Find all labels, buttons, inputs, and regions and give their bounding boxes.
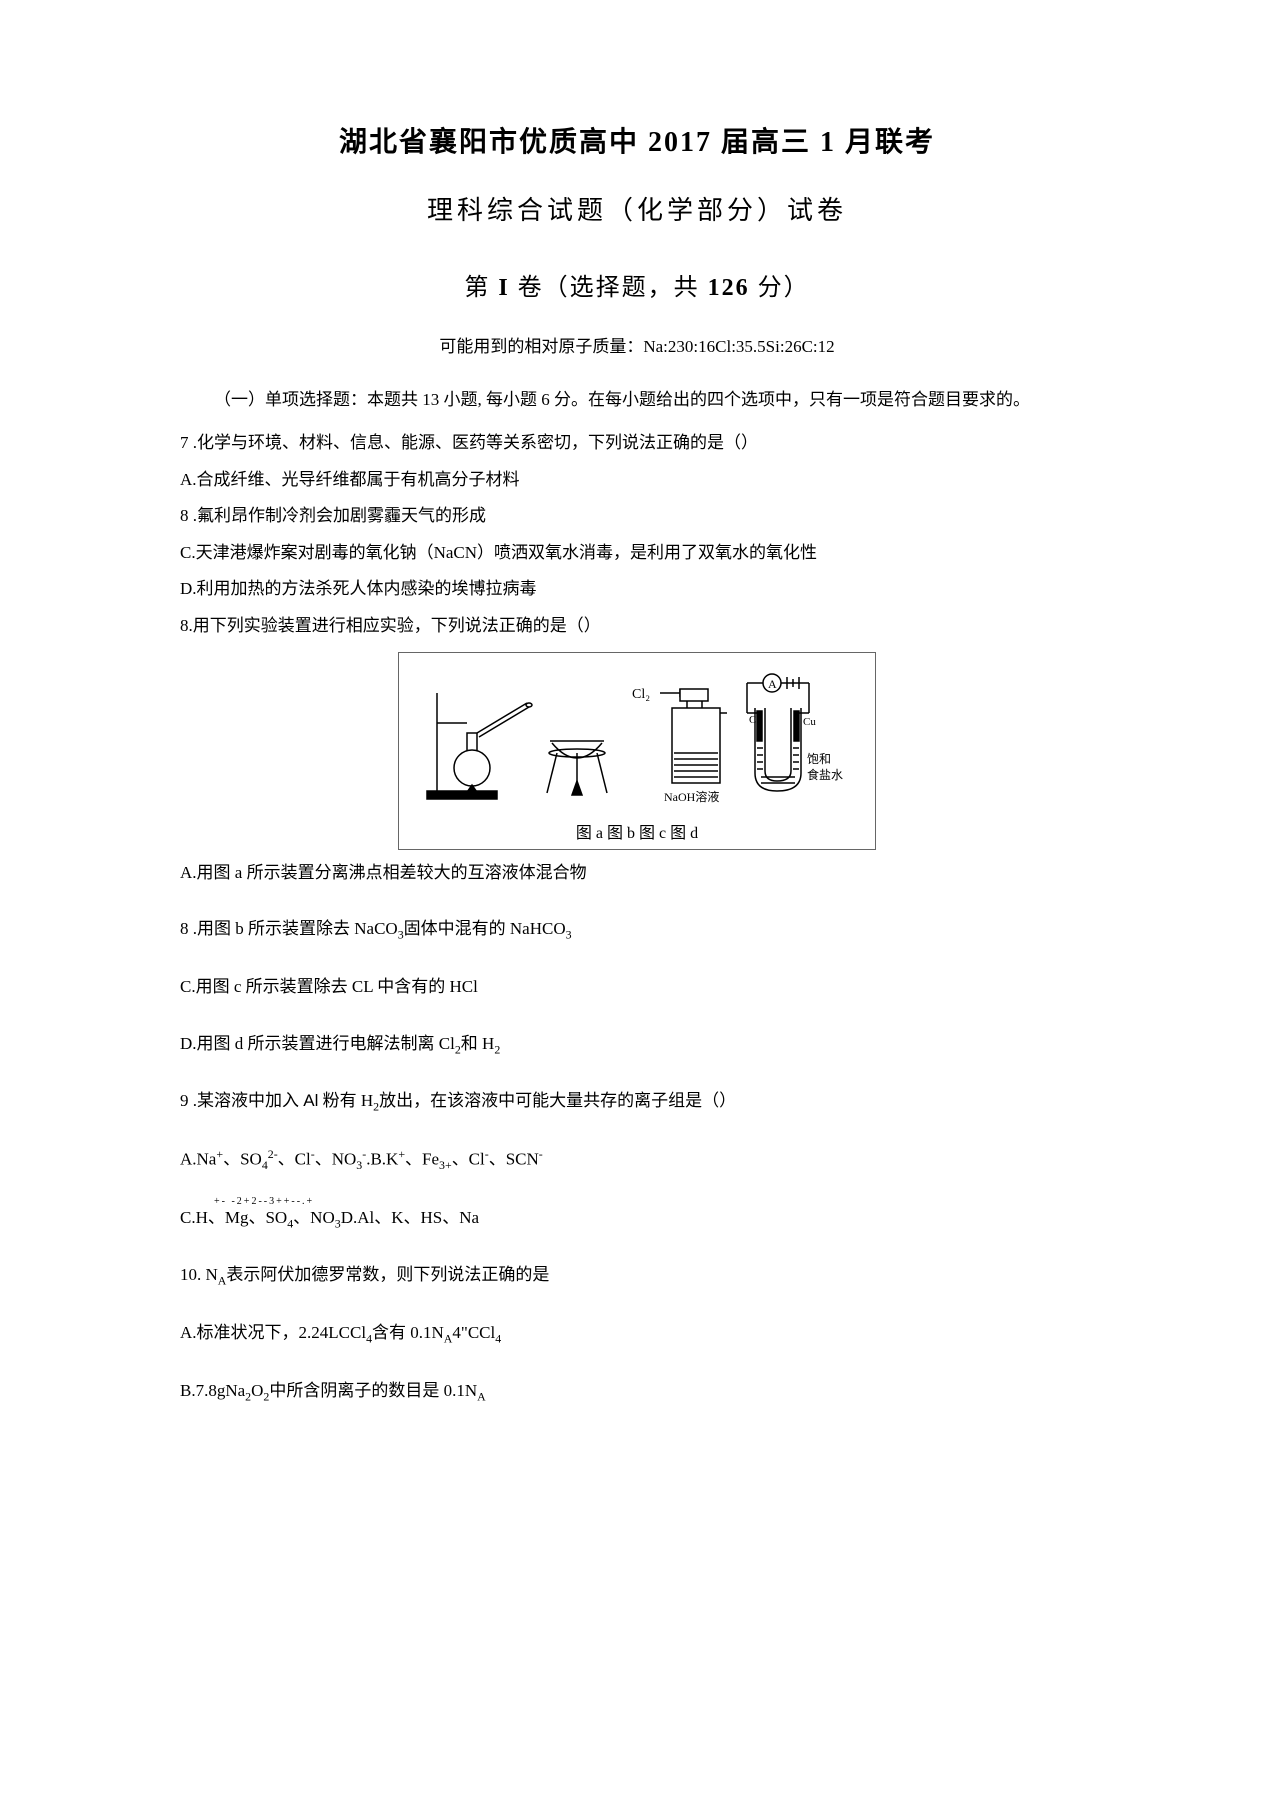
sub-3b: 3 bbox=[566, 928, 572, 942]
q9-prefix: 9 .某溶液中加入 bbox=[180, 1091, 303, 1110]
q9-option-ab: A.Na+、SO42-、Cl-、NO3-.B.K+、Fe3+、Cl-、SCN- bbox=[180, 1144, 1094, 1176]
q9ab-6: 、Fe bbox=[405, 1150, 439, 1169]
sub-2b: 2 bbox=[494, 1042, 500, 1056]
q10-option-a: A.标准状况下，2.24LCCl4含有 0.1NA4"CCl4 bbox=[180, 1318, 1094, 1350]
sup-m4: - bbox=[539, 1147, 543, 1161]
section-suffix: 分） bbox=[750, 275, 810, 301]
q8-figure-caption: 图 a 图 b 图 c 图 d bbox=[417, 819, 857, 843]
q10-suffix: 表示阿伏加德罗常数，则下列说法正确的是 bbox=[226, 1265, 549, 1284]
title-section: 第 I 卷（选择题，共 126 分） bbox=[180, 267, 1094, 302]
q8-option-d: D.用图 d 所示装置进行电解法制离 Cl2和 H2 bbox=[180, 1029, 1094, 1061]
q9-option-cd: +- -2+2--3++--.+ C.H、Mg、SO4、NO3D.Al、K、HS… bbox=[180, 1203, 1094, 1235]
label-battery-a: A bbox=[768, 677, 777, 691]
q10-option-b: B.7.8gNa2O2中所含阴离子的数目是 0.1NA bbox=[180, 1376, 1094, 1408]
label-salt2: 食盐水 bbox=[807, 767, 843, 782]
title-year: 2017 bbox=[648, 127, 712, 158]
q10b-prefix: B.7.8gNa bbox=[180, 1381, 245, 1400]
q10a-prefix: A.标准状况下，2.24LCCl bbox=[180, 1323, 366, 1342]
q9-stem: 9 .某溶液中加入 Al 粉有 H2放出，在该溶液中可能大量共存的离子组是（） bbox=[180, 1086, 1094, 1118]
q7-option-d: D.利用加热的方法杀死人体内感染的埃博拉病毒 bbox=[180, 574, 1094, 605]
q10a-suffix: 4"CCl bbox=[452, 1323, 495, 1342]
q8-figure: Cl₂ NaOH溶液 bbox=[180, 652, 1094, 850]
section-roman: I bbox=[498, 275, 509, 301]
q9-mid: 粉有 H bbox=[318, 1091, 373, 1110]
q7-option-a: A.合成纤维、光导纤维都属于有机高分子材料 bbox=[180, 465, 1094, 496]
q9-al: Al bbox=[303, 1091, 318, 1110]
q9ab-1: A.Na bbox=[180, 1150, 216, 1169]
sub-3d: 3+ bbox=[439, 1158, 452, 1172]
section-instruction: （一）单项选择题：本题共 13 小题, 每小题 6 分。在每小题给出的四个选项中… bbox=[180, 385, 1094, 410]
q10b-mid: 中所含阴离子的数目是 0.1N bbox=[269, 1381, 477, 1400]
title-suffix: 月联考 bbox=[836, 127, 935, 158]
title-main: 湖北省襄阳市优质高中 2017 届高三 1 月联考 bbox=[180, 120, 1094, 160]
atomic-mass-line: 可能用到的相对原子质量：Na:230:16Cl:35.5Si:26C:12 bbox=[180, 332, 1094, 357]
section-score: 126 bbox=[708, 275, 750, 301]
label-cu: Cu bbox=[803, 716, 816, 728]
q9ab-8: 、SCN bbox=[489, 1150, 539, 1169]
q7-stem: 7 .化学与环境、材料、信息、能源、医药等关系密切，下列说法正确的是（） bbox=[180, 428, 1094, 459]
q8b-prefix: 8 .用图 b 所示装置除去 NaCO bbox=[180, 919, 398, 938]
title-prefix: 湖北省襄阳市优质高中 bbox=[339, 127, 648, 158]
q9ab-5: .B.K bbox=[366, 1150, 398, 1169]
q10a-mid: 含有 0.1N bbox=[372, 1323, 444, 1342]
title-sub: 理科综合试题（化学部分）试卷 bbox=[180, 190, 1094, 227]
title-mid: 届高三 bbox=[712, 127, 820, 158]
q8-option-a: A.用图 a 所示装置分离沸点相差较大的互溶液体混合物 bbox=[180, 858, 1094, 889]
q8-option-c: C.用图 c 所示装置除去 CL 中含有的 HCl bbox=[180, 972, 1094, 1003]
sub-4d: 4 bbox=[495, 1332, 501, 1346]
q9c-super: +- -2+2--3++--.+ bbox=[214, 1193, 314, 1211]
section-mid: 卷（选择题，共 bbox=[510, 275, 708, 301]
q9ab-4: 、NO bbox=[315, 1150, 357, 1169]
label-salt1: 饱和 bbox=[807, 751, 831, 766]
sub-na3: A bbox=[477, 1389, 486, 1403]
q7-option-b: 8 .氟利昂作制冷剂会加剧雾霾天气的形成 bbox=[180, 501, 1094, 532]
q9c-suffix: D.Al、K、HS、Na bbox=[341, 1208, 479, 1227]
label-naoh: NaOH溶液 bbox=[664, 789, 719, 804]
q7-option-c: C.天津港爆炸案对剧毒的氧化钠（NaCN）喷洒双氧水消毒，是利用了双氧水的氧化性 bbox=[180, 538, 1094, 569]
q8d-prefix: D.用图 d 所示装置进行电解法制离 Cl bbox=[180, 1034, 455, 1053]
label-cl2: Cl₂ bbox=[632, 687, 650, 702]
q9ab-7: 、Cl bbox=[452, 1150, 485, 1169]
section-prefix: 第 bbox=[464, 275, 498, 301]
title-month: 1 bbox=[820, 127, 836, 158]
q10-stem: 10. NA表示阿伏加德罗常数，则下列说法正确的是 bbox=[180, 1260, 1094, 1292]
q9ab-2: 、SO bbox=[223, 1150, 262, 1169]
q8b-mid: 固体中混有的 NaHCO bbox=[404, 919, 566, 938]
q8d-mid: 和 H bbox=[461, 1034, 495, 1053]
q8-figure-box: Cl₂ NaOH溶液 bbox=[398, 652, 876, 850]
q10-prefix: 10. N bbox=[180, 1265, 218, 1284]
exam-page: 湖北省襄阳市优质高中 2017 届高三 1 月联考 理科综合试题（化学部分）试卷… bbox=[0, 0, 1274, 1804]
q10b-o2: O bbox=[251, 1381, 263, 1400]
apparatus-svg: Cl₂ NaOH溶液 bbox=[417, 663, 857, 813]
q9-suffix: 放出，在该溶液中可能大量共存的离子组是（） bbox=[379, 1091, 736, 1110]
sup-2m: 2- bbox=[268, 1147, 278, 1161]
q8-option-b: 8 .用图 b 所示装置除去 NaCO3固体中混有的 NaHCO3 bbox=[180, 914, 1094, 946]
q8-stem: 8.用下列实验装置进行相应实验，下列说法正确的是（） bbox=[180, 611, 1094, 642]
q9ab-3: 、Cl bbox=[278, 1150, 311, 1169]
